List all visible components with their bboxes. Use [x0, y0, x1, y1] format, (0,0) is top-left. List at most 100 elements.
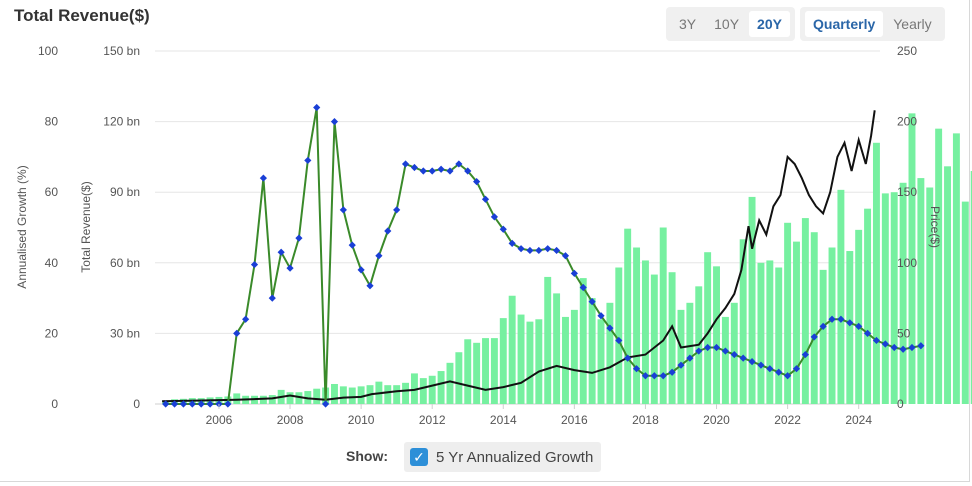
growth-marker[interactable]	[473, 178, 481, 186]
revenue-bar[interactable]	[659, 227, 667, 405]
quarterly-button[interactable]: Quarterly	[805, 11, 884, 37]
growth-marker[interactable]	[286, 264, 294, 272]
revenue-bar[interactable]	[961, 201, 969, 404]
revenue-bar[interactable]	[348, 387, 356, 404]
growth-marker[interactable]	[775, 368, 783, 376]
growth-marker[interactable]	[846, 319, 854, 327]
growth-marker[interactable]	[641, 372, 650, 380]
growth-marker[interactable]	[677, 361, 685, 369]
revenue-bar[interactable]	[384, 385, 392, 404]
growth-marker[interactable]	[837, 315, 845, 323]
growth-marker[interactable]	[606, 324, 614, 332]
growth-marker[interactable]	[348, 241, 356, 249]
revenue-bar[interactable]	[597, 319, 605, 404]
growth-marker[interactable]	[170, 400, 179, 408]
growth-marker[interactable]	[588, 298, 596, 306]
growth-marker[interactable]	[881, 340, 889, 348]
revenue-bar[interactable]	[784, 222, 792, 404]
growth-marker[interactable]	[792, 365, 801, 373]
growth-marker[interactable]	[579, 283, 587, 292]
growth-marker[interactable]	[499, 225, 507, 233]
growth-marker[interactable]	[508, 239, 516, 247]
growth-marker[interactable]	[704, 343, 712, 352]
growth-marker[interactable]	[810, 333, 818, 341]
growth-marker[interactable]	[188, 400, 196, 408]
growth-marker[interactable]	[250, 260, 259, 269]
revenue-bar[interactable]	[499, 318, 507, 404]
revenue-bar[interactable]	[881, 193, 889, 404]
revenue-bar[interactable]	[686, 302, 694, 404]
revenue-bar[interactable]	[775, 267, 783, 404]
growth-marker[interactable]	[899, 345, 907, 353]
revenue-bar[interactable]	[855, 229, 863, 404]
growth-marker[interactable]	[819, 322, 827, 330]
revenue-bar[interactable]	[926, 187, 934, 404]
revenue-bar[interactable]	[588, 298, 596, 404]
growth-marker[interactable]	[535, 246, 543, 255]
revenue-bar[interactable]	[952, 133, 960, 404]
revenue-bar[interactable]	[544, 276, 552, 404]
growth-marker[interactable]	[712, 343, 721, 352]
revenue-bar[interactable]	[650, 274, 658, 404]
growth-marker[interactable]	[615, 336, 623, 345]
growth-marker[interactable]	[419, 167, 427, 175]
growth-marker[interactable]	[517, 245, 525, 253]
revenue-bar[interactable]	[837, 189, 845, 404]
growth-marker[interactable]	[446, 167, 454, 175]
growth-marker[interactable]	[206, 400, 214, 408]
revenue-bar[interactable]	[641, 260, 649, 404]
revenue-bar[interactable]	[437, 371, 445, 404]
yearly-button[interactable]: Yearly	[893, 16, 932, 32]
growth-marker[interactable]	[384, 227, 392, 235]
revenue-bar[interactable]	[766, 260, 774, 404]
revenue-bar[interactable]	[339, 386, 347, 404]
revenue-bar[interactable]	[944, 166, 951, 404]
growth-marker[interactable]	[766, 365, 774, 373]
range-3y-button[interactable]: 3Y	[679, 16, 697, 32]
growth-marker[interactable]	[570, 269, 578, 277]
growth-marker[interactable]	[624, 354, 632, 362]
revenue-bar[interactable]	[970, 171, 972, 404]
growth-marker[interactable]	[464, 167, 472, 175]
revenue-bar[interactable]	[517, 314, 525, 404]
revenue-bar[interactable]	[624, 228, 632, 404]
growth-marker[interactable]	[828, 315, 836, 323]
revenue-bar[interactable]	[810, 232, 818, 404]
growth-marker[interactable]	[597, 312, 605, 320]
growth-marker[interactable]	[801, 350, 809, 359]
revenue-bar[interactable]	[393, 385, 401, 404]
revenue-bar[interactable]	[286, 392, 294, 404]
growth-marker[interactable]	[197, 400, 205, 408]
revenue-bar[interactable]	[446, 362, 454, 404]
revenue-bar[interactable]	[633, 247, 641, 404]
revenue-bar[interactable]	[535, 319, 543, 404]
revenue-bar[interactable]	[890, 192, 898, 404]
revenue-bar[interactable]	[464, 339, 472, 404]
revenue-bar[interactable]	[677, 309, 685, 404]
revenue-bar[interactable]	[331, 383, 338, 404]
growth-marker[interactable]	[304, 156, 312, 165]
growth-marker[interactable]	[650, 372, 658, 380]
growth-marker[interactable]	[561, 252, 570, 260]
growth-marker[interactable]	[544, 245, 552, 253]
growth-marker[interactable]	[730, 350, 738, 359]
growth-marker[interactable]	[259, 174, 267, 182]
revenue-bar[interactable]	[704, 252, 712, 404]
revenue-bar[interactable]	[402, 382, 410, 404]
growth-marker[interactable]	[872, 336, 881, 345]
revenue-bar[interactable]	[259, 395, 267, 404]
growth-marker[interactable]	[890, 343, 898, 352]
growth-marker[interactable]	[357, 266, 365, 274]
growth-marker[interactable]	[757, 361, 765, 369]
growth-marker[interactable]	[863, 329, 872, 337]
growth-marker[interactable]	[375, 252, 383, 260]
growth-marker[interactable]	[455, 160, 463, 168]
revenue-bar[interactable]	[917, 178, 925, 404]
revenue-bar[interactable]	[864, 208, 872, 404]
revenue-bar[interactable]	[419, 378, 427, 404]
range-20y-button[interactable]: 20Y	[749, 11, 790, 37]
growth-marker[interactable]	[748, 358, 756, 366]
revenue-bar[interactable]	[846, 251, 854, 404]
revenue-bar[interactable]	[899, 182, 907, 404]
revenue-bar[interactable]	[410, 373, 418, 404]
